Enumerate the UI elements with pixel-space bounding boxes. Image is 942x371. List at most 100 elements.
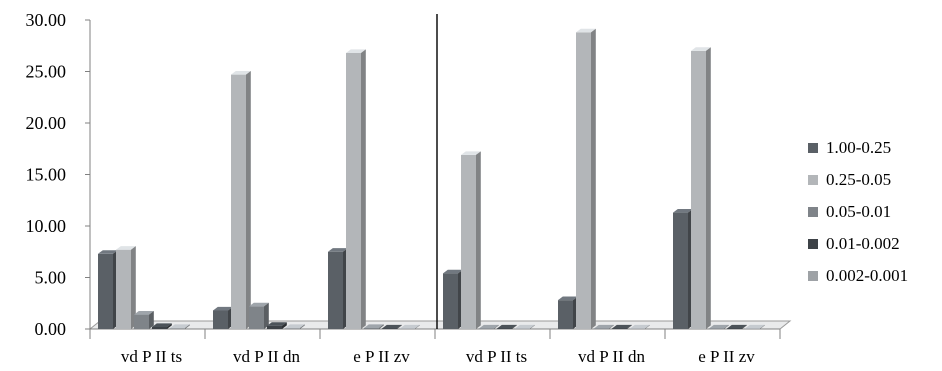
- bar-side: [300, 324, 305, 329]
- x-tick-label: vd P II ts: [466, 347, 527, 366]
- bar: [346, 49, 366, 330]
- legend-item: 0.05-0.01: [808, 202, 891, 221]
- x-tick-label: e P II zv: [353, 347, 410, 366]
- y-axis-ticks: 0.00 5.00 10.00 15.00 20.00 25.00 30.00: [26, 10, 90, 339]
- bar-side: [591, 28, 596, 329]
- bar: [98, 250, 118, 329]
- bar: [134, 310, 154, 329]
- bar-top: [727, 324, 747, 329]
- x-tick-label: vd P II ts: [121, 347, 182, 366]
- bar-top: [249, 302, 269, 307]
- y-tick-label: 5.00: [35, 268, 67, 288]
- bar: [691, 47, 711, 330]
- bar-front: [285, 327, 300, 329]
- bar-front: [691, 50, 706, 330]
- x-axis-ticks: vd P II ts vd P II dn e P II zv vd P II ts v…: [121, 347, 755, 366]
- bar-side: [361, 49, 366, 330]
- bar-side: [264, 302, 269, 329]
- bar-top: [630, 324, 650, 329]
- bar-top: [515, 324, 535, 329]
- bar-side: [185, 324, 190, 329]
- bar-top: [116, 246, 136, 250]
- y-tick-label: 25.00: [26, 62, 67, 82]
- bar-front: [515, 328, 530, 329]
- bar: [116, 246, 136, 329]
- x-tick-label: e P II zv: [698, 347, 755, 366]
- bar-front: [134, 314, 149, 329]
- bar-side: [742, 324, 747, 329]
- legend-item: 0.002-0.001: [808, 266, 908, 285]
- bar-top: [745, 324, 765, 329]
- bar-top: [328, 248, 348, 252]
- bar-top: [576, 28, 596, 33]
- bar: [249, 302, 269, 329]
- bar-front: [98, 253, 113, 329]
- bar-top: [134, 310, 154, 315]
- bar-top: [346, 49, 366, 53]
- bar: [673, 209, 693, 329]
- bar: [594, 324, 614, 329]
- bar-top: [152, 323, 172, 327]
- bar-top: [400, 324, 420, 329]
- bar-front: [479, 328, 494, 329]
- bar-front: [673, 212, 688, 329]
- x-tick-label: vd P II dn: [578, 347, 645, 366]
- bar-side: [609, 324, 614, 329]
- bar-front: [346, 52, 361, 330]
- bar-side: [246, 70, 251, 330]
- bar-top: [285, 324, 305, 328]
- bar-front: [170, 327, 185, 329]
- bar-side: [282, 322, 287, 329]
- bar-side: [724, 324, 729, 329]
- bar: [558, 296, 578, 329]
- bar-top: [170, 324, 190, 328]
- bar-top: [213, 306, 233, 311]
- bar-side: [645, 324, 650, 329]
- bar: [382, 324, 402, 329]
- bar-front: [443, 273, 458, 329]
- bar-front: [727, 328, 742, 329]
- legend-label: 0.25-0.05: [826, 170, 891, 189]
- bar-front: [382, 328, 397, 329]
- bar: [364, 324, 384, 329]
- legend-swatch: [808, 239, 818, 249]
- bar-front: [152, 326, 167, 329]
- bar-side: [397, 324, 402, 329]
- bar-front: [213, 310, 228, 329]
- bar-series: [98, 28, 765, 330]
- bar-side: [149, 310, 154, 329]
- bar-side: [627, 324, 632, 329]
- bar-front: [328, 251, 343, 329]
- legend-swatch: [808, 271, 818, 281]
- bar: [745, 324, 765, 329]
- bar-top: [558, 296, 578, 301]
- bar-top: [594, 324, 614, 329]
- bar-front: [249, 306, 264, 329]
- legend-item: 1.00-0.25: [808, 138, 891, 157]
- bar-front: [558, 300, 573, 329]
- bar-front: [709, 328, 724, 329]
- bar-side: [494, 324, 499, 329]
- bar-front: [267, 325, 282, 329]
- bar: [479, 324, 499, 329]
- bar-top: [364, 324, 384, 328]
- bar: [170, 324, 190, 329]
- bar-front: [400, 328, 415, 329]
- bar-top: [673, 209, 693, 213]
- legend-swatch: [808, 175, 818, 185]
- bar-front: [231, 74, 246, 329]
- y-tick-label: 0.00: [35, 319, 67, 339]
- bar: [213, 306, 233, 329]
- bar-front: [594, 328, 609, 329]
- legend-label: 0.002-0.001: [826, 266, 908, 285]
- bar-side: [760, 324, 765, 329]
- bar-front: [497, 328, 512, 329]
- legend-item: 0.25-0.05: [808, 170, 891, 189]
- bar: [497, 324, 517, 329]
- bar: [612, 324, 632, 329]
- bar-top: [691, 47, 711, 51]
- legend-label: 0.05-0.01: [826, 202, 891, 221]
- bar-front: [576, 32, 591, 330]
- bar: [267, 322, 287, 329]
